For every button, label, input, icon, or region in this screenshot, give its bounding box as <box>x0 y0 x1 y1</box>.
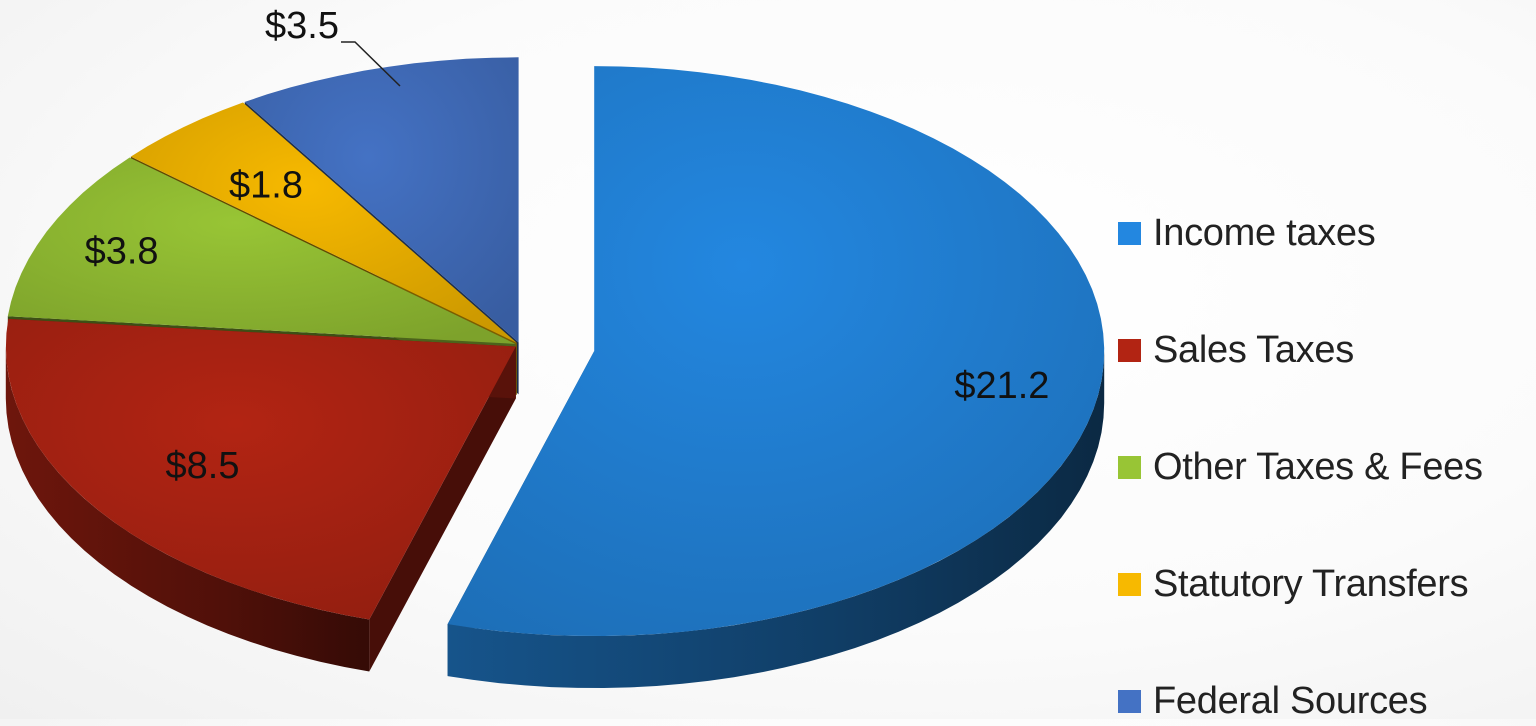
data-label-other-taxes-fees: $3.8 <box>85 231 159 273</box>
pie-slice-side <box>5 346 370 672</box>
pie-slice-top <box>7 157 516 344</box>
legend-item-income-taxes: Income taxes <box>1118 208 1376 258</box>
pie-slice-top <box>5 318 516 620</box>
legend-item-statutory-transfers: Statutory Transfers <box>1118 559 1469 609</box>
data-label-federal-sources: $3.5 <box>265 5 339 47</box>
pie-slice-side <box>447 351 1105 688</box>
legend-swatch-statutory-transfers <box>1118 572 1141 596</box>
legend-label: Other Taxes & Fees <box>1153 445 1483 488</box>
pie-slice-top <box>244 57 519 343</box>
pie-slice-income-taxes <box>447 66 1105 688</box>
legend-item-other-taxes-fees: Other Taxes & Fees <box>1118 442 1483 492</box>
legend-label: Statutory Transfers <box>1153 562 1469 605</box>
leader-line <box>341 41 401 87</box>
pie-slice-sales-taxes <box>5 318 516 672</box>
legend-swatch-income-taxes <box>1118 221 1141 245</box>
data-label-income-taxes: $21.2 <box>954 365 1049 407</box>
data-label-sales-taxes: $8.5 <box>166 445 240 487</box>
legend: Income taxes Sales Taxes Other Taxes & F… <box>1118 208 1536 722</box>
pie-slice-top <box>130 102 517 343</box>
legend-label: Sales Taxes <box>1153 328 1354 371</box>
pie-slice-top <box>447 66 1105 637</box>
legend-label: Federal Sources <box>1153 679 1428 722</box>
data-label-statutory-transfers: $1.8 <box>229 164 303 206</box>
legend-swatch-sales-taxes <box>1118 338 1141 362</box>
legend-swatch-federal-sources <box>1118 689 1141 713</box>
legend-item-federal-sources: Federal Sources <box>1118 676 1428 726</box>
legend-swatch-other-taxes-fees <box>1118 455 1141 479</box>
pie-slice-wall <box>369 346 516 672</box>
legend-label: Income taxes <box>1153 211 1376 254</box>
legend-item-sales-taxes: Sales Taxes <box>1118 325 1354 375</box>
